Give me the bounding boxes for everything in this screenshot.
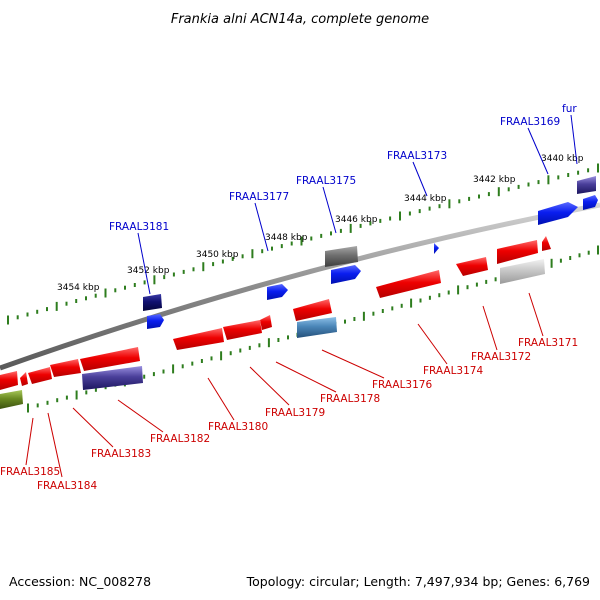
gene-purple-3182b[interactable] — [82, 366, 143, 390]
scale-label-3442: 3442 kbp — [473, 175, 516, 185]
genome-summary-text: Topology: circular; Length: 7,497,934 bp… — [246, 574, 590, 589]
gene-label-frAAL3175: FRAAL3175 — [296, 175, 356, 187]
gene-frAAL3179b[interactable] — [223, 320, 262, 340]
gene-label-frAAL3184: FRAAL3184 — [37, 480, 97, 492]
gene-frAAL3172[interactable] — [497, 240, 538, 264]
gene-frAAL3184[interactable] — [28, 367, 52, 384]
gene-label-frAAL3177: FRAAL3177 — [229, 191, 289, 203]
gene-label-frAAL3180: FRAAL3180 — [208, 421, 268, 433]
reverse-strand-features — [0, 236, 551, 409]
gene-label-frAAL3178: FRAAL3178 — [320, 393, 380, 405]
gene-frAAL3174[interactable] — [456, 257, 488, 276]
gene-frAAL3175[interactable] — [325, 246, 358, 267]
accession-text: Accession: NC_008278 — [9, 574, 151, 589]
gene-steel-3178b[interactable] — [297, 317, 337, 338]
gene-label-frAAL3176: FRAAL3176 — [372, 379, 432, 391]
gene-label-frAAL3174: FRAAL3174 — [423, 365, 483, 377]
gene-frAAL3180[interactable] — [173, 328, 224, 350]
scale-label-3454: 3454 kbp — [57, 283, 100, 293]
gene-label-fur: fur — [562, 103, 577, 115]
gene-label-frAAL3185: FRAAL3185 — [0, 466, 60, 478]
reverse-gene-labels: FRAAL3171 FRAAL3172 FRAAL3174 FRAAL3176 … — [0, 337, 578, 492]
gene-fur[interactable] — [577, 176, 596, 194]
scale-ticks-outer — [7, 163, 599, 325]
gene-label-frAAL3182: FRAAL3182 — [150, 433, 210, 445]
scale-label-3440: 3440 kbp — [541, 154, 584, 164]
gene-red-edge[interactable] — [0, 371, 18, 390]
scale-label-3448: 3448 kbp — [265, 233, 308, 243]
forward-label-leaders — [137, 114, 578, 295]
scale-label-3452: 3452 kbp — [127, 266, 170, 276]
forward-strand-features — [143, 176, 598, 329]
gene-label-frAAL3169: FRAAL3169 — [500, 116, 560, 128]
gene-blue-3181b[interactable] — [147, 314, 164, 329]
gene-frAAL3181[interactable] — [143, 294, 162, 311]
gene-frAAL3183[interactable] — [50, 359, 81, 377]
gene-blue-small[interactable] — [583, 195, 598, 210]
gene-frAAL3171[interactable] — [542, 236, 551, 251]
scale-label-3450: 3450 kbp — [196, 250, 239, 260]
scale-labels: 3454 kbp 3452 kbp 3450 kbp 3448 kbp 3446… — [57, 154, 584, 293]
gene-frAAL3182[interactable] — [80, 347, 140, 371]
gene-label-frAAL3173: FRAAL3173 — [387, 150, 447, 162]
gene-frAAL3176[interactable] — [376, 270, 441, 298]
gene-label-frAAL3179: FRAAL3179 — [265, 407, 325, 419]
map-title: Frankia alni ACN14a, complete genome — [171, 12, 429, 27]
forward-gene-labels: fur FRAAL3169 FRAAL3173 FRAAL3175 FRAAL3… — [109, 103, 577, 233]
gene-frAAL3173[interactable] — [434, 243, 439, 254]
gene-blue-3175b[interactable] — [331, 265, 361, 284]
genome-backbone — [0, 202, 600, 371]
gene-label-frAAL3172: FRAAL3172 — [471, 351, 531, 363]
gene-frAAL3169[interactable] — [538, 202, 578, 225]
gene-olive-edge[interactable] — [0, 390, 23, 409]
gene-label-frAAL3183: FRAAL3183 — [91, 448, 151, 460]
gene-label-frAAL3181: FRAAL3181 — [109, 221, 169, 233]
gene-frAAL3177[interactable] — [267, 284, 288, 300]
reverse-label-leaders — [25, 292, 544, 478]
gene-gray-3172b[interactable] — [500, 259, 545, 284]
gene-frAAL3185[interactable] — [20, 372, 28, 386]
gene-frAAL3179[interactable] — [260, 315, 272, 330]
scale-label-3444: 3444 kbp — [404, 194, 447, 204]
gene-label-frAAL3171: FRAAL3171 — [518, 337, 578, 349]
scale-label-3446: 3446 kbp — [335, 215, 378, 225]
gene-frAAL3178[interactable] — [293, 299, 332, 321]
